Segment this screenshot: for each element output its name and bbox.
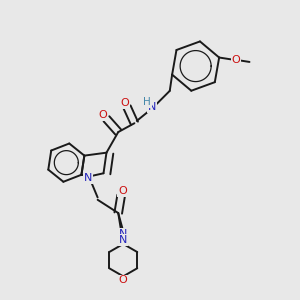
Text: O: O <box>99 110 107 120</box>
Text: O: O <box>232 55 240 64</box>
Text: N: N <box>84 173 92 183</box>
Text: O: O <box>119 275 128 286</box>
Text: O: O <box>118 186 127 196</box>
Text: N: N <box>148 102 156 112</box>
Text: N: N <box>119 235 128 245</box>
Text: N: N <box>119 229 127 238</box>
Text: H: H <box>143 97 151 107</box>
Text: O: O <box>120 98 129 108</box>
